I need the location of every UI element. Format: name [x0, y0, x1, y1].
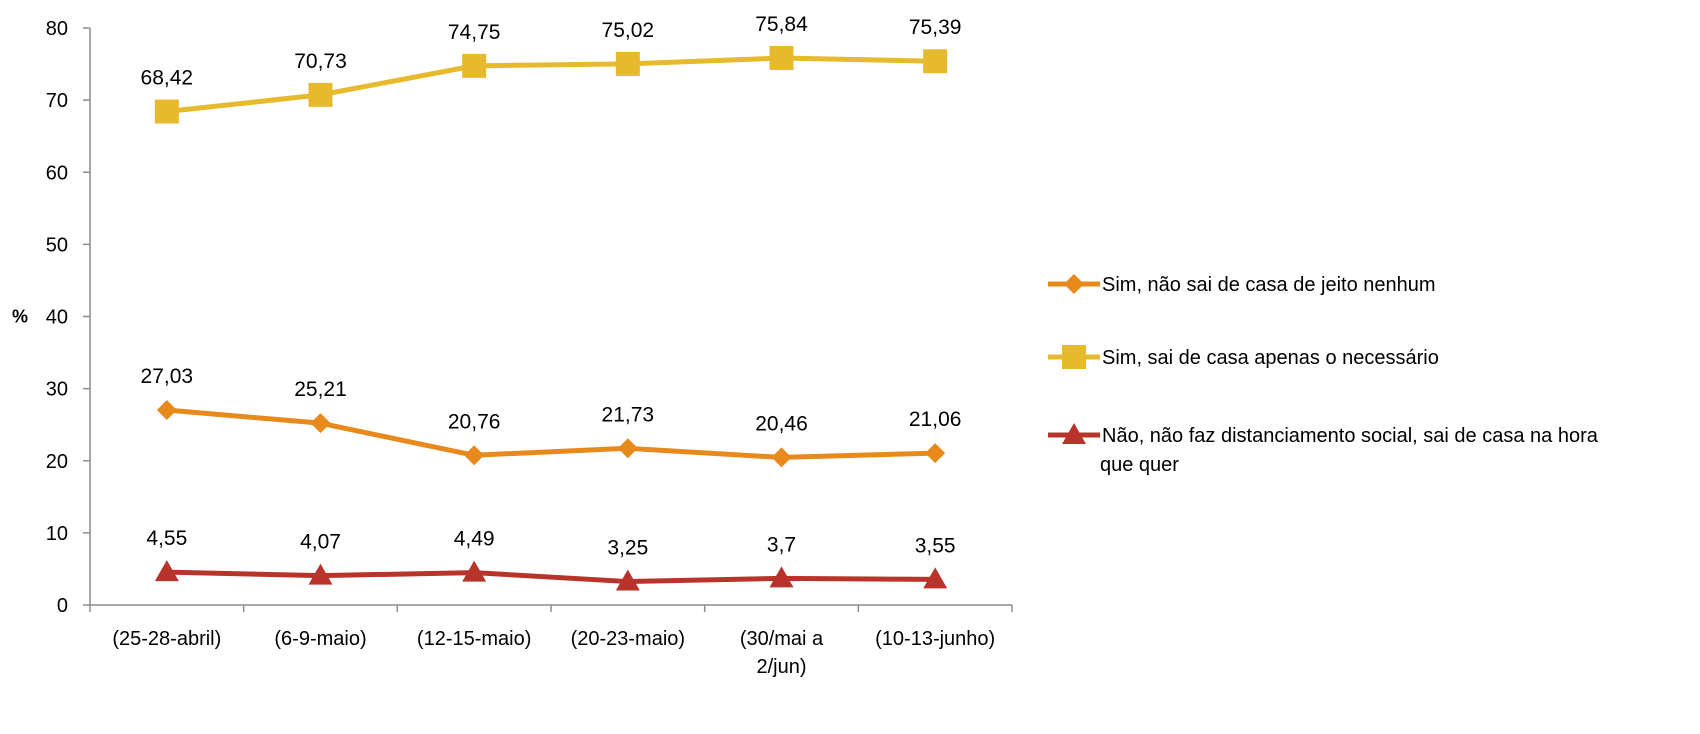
series-line: [166, 55, 936, 115]
data-point: [310, 413, 331, 434]
series-0: [156, 400, 946, 468]
data-label: 74,75: [448, 21, 501, 44]
data-label: 4,07: [300, 531, 341, 554]
legend-marker: [1064, 274, 1084, 294]
legend-marker: [1062, 345, 1086, 369]
data-point: [617, 438, 638, 459]
data-point: [615, 569, 640, 591]
data-label: 75,39: [909, 16, 962, 39]
legend-marker: [1062, 423, 1086, 444]
data-point: [462, 560, 487, 582]
y-tick-label: 30: [46, 379, 68, 401]
data-label: 27,03: [141, 365, 194, 388]
y-tick-label: 0: [57, 595, 68, 617]
y-tick-label: 10: [46, 523, 68, 545]
x-tick-label: (10-13-junho): [875, 628, 995, 650]
data-label: 75,84: [755, 13, 808, 36]
x-tick-label: (25-28-abril): [112, 628, 221, 650]
data-labels: 27,03 25,21 20,76 21,73 20,46 21,06 68,42 70,73…: [141, 13, 962, 560]
legend-label: Sim, não sai de casa de jeito nenhum: [1102, 274, 1436, 296]
y-axis-title: %: [12, 307, 28, 327]
data-point: [308, 82, 333, 107]
data-label: 21,73: [602, 403, 655, 426]
x-tick-label: (12-15-maio): [417, 628, 531, 650]
data-point: [462, 53, 487, 78]
data-point: [923, 49, 948, 74]
data-point: [154, 560, 179, 582]
data-point: [769, 566, 794, 588]
data-point: [925, 443, 946, 464]
y-tick-label: 20: [46, 451, 68, 473]
series-2: [154, 560, 948, 591]
legend: Sim, não sai de casa de jeito nenhum Sim,…: [1048, 274, 1599, 476]
y-tick-label: 70: [46, 90, 68, 112]
legend-item-0: Sim, não sai de casa de jeito nenhum: [1048, 274, 1436, 296]
data-label: 4,55: [146, 527, 187, 550]
data-point: [615, 51, 640, 76]
data-label: 3,7: [767, 533, 796, 556]
data-label: 70,73: [294, 50, 347, 73]
y-tick-label: 40: [46, 307, 68, 329]
data-label: 75,02: [602, 19, 655, 42]
data-point: [923, 567, 948, 589]
data-label: 4,49: [454, 528, 495, 551]
series-line: [166, 407, 936, 460]
data-point: [769, 46, 794, 71]
x-tick-label: (30/mai a 2/jun): [740, 628, 824, 678]
data-label: 68,42: [141, 67, 194, 90]
data-point: [771, 447, 792, 468]
series-line: [166, 569, 936, 585]
data-label: 20,46: [755, 412, 808, 435]
y-tick-label: 60: [46, 162, 68, 184]
axes: 0 10 20 30 40 50 60 70 80% (25-28-abril) (6-9-maio…: [12, 18, 1013, 678]
data-label: 3,55: [915, 534, 956, 557]
series-layer: [154, 46, 948, 591]
y-tick-label: 80: [46, 18, 68, 40]
legend-label: Não, não faz distanciamento social, sai …: [1100, 425, 1599, 476]
data-label: 3,25: [607, 537, 648, 560]
data-label: 25,21: [294, 378, 347, 401]
data-point: [154, 99, 179, 124]
data-point: [308, 563, 333, 585]
data-point: [156, 400, 177, 421]
x-tick-label: (6-9-maio): [274, 628, 366, 650]
legend-item-1: Sim, sai de casa apenas o necessário: [1048, 345, 1439, 369]
series-1: [154, 46, 948, 124]
legend-item-2: Não, não faz distanciamento social, sai …: [1048, 423, 1599, 476]
legend-label: Sim, sai de casa apenas o necessário: [1102, 347, 1439, 369]
data-label: 20,76: [448, 410, 501, 433]
data-label: 21,06: [909, 408, 962, 431]
x-tick-label: (20-23-maio): [571, 628, 685, 650]
y-tick-label: 50: [46, 234, 68, 256]
data-point: [464, 445, 485, 466]
